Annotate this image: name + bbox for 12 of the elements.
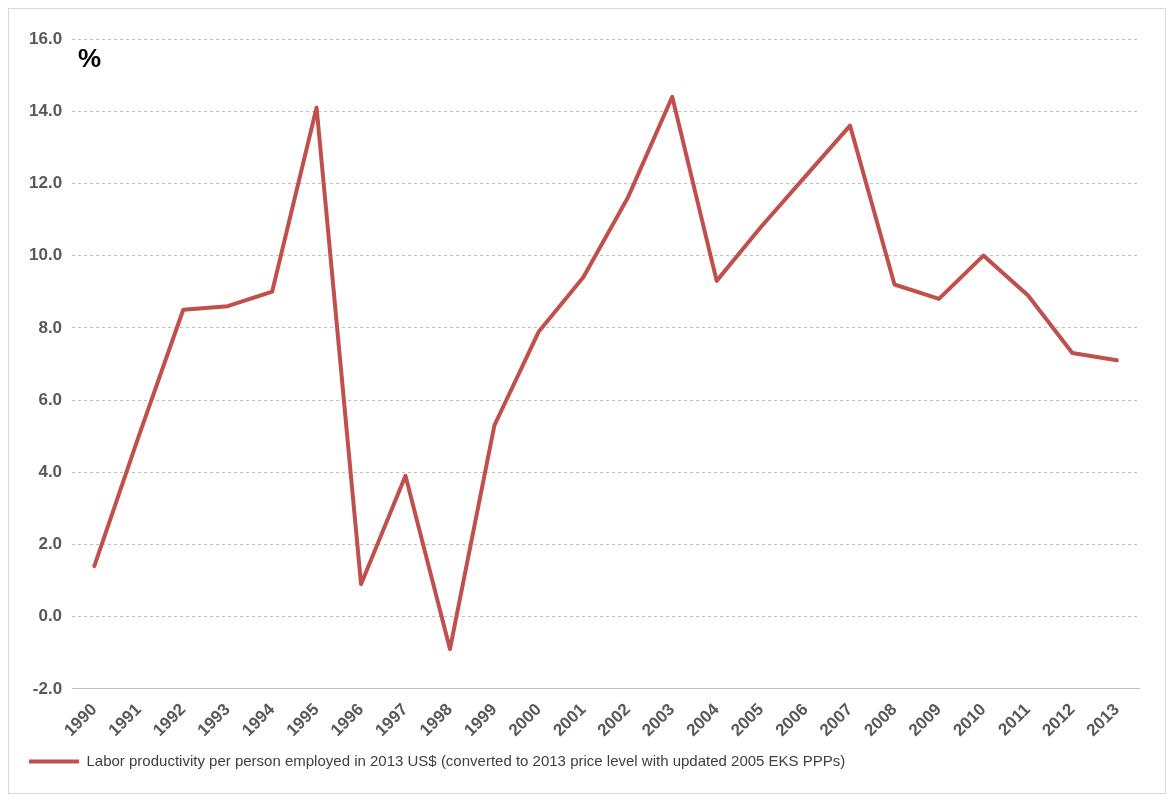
y-tick-label: 0.0 xyxy=(38,606,63,626)
y-axis-title: % xyxy=(78,43,102,74)
y-tick-label: 16.0 xyxy=(28,28,63,48)
y-tick-label: -2.0 xyxy=(32,678,63,698)
y-tick-label: 12.0 xyxy=(28,173,63,193)
y-tick-label: 14.0 xyxy=(28,100,63,120)
y-tick-label: 10.0 xyxy=(28,245,63,265)
y-tick-label: 2.0 xyxy=(38,534,63,554)
y-tick-label: 8.0 xyxy=(38,317,63,337)
y-tick-label: 4.0 xyxy=(38,461,63,481)
legend-label: Labor productivity per person employed in 2013 US$ (converted to 2013 price level with updated 2005 EKS PPPs) xyxy=(86,751,846,769)
y-tick-label: 6.0 xyxy=(38,389,63,409)
